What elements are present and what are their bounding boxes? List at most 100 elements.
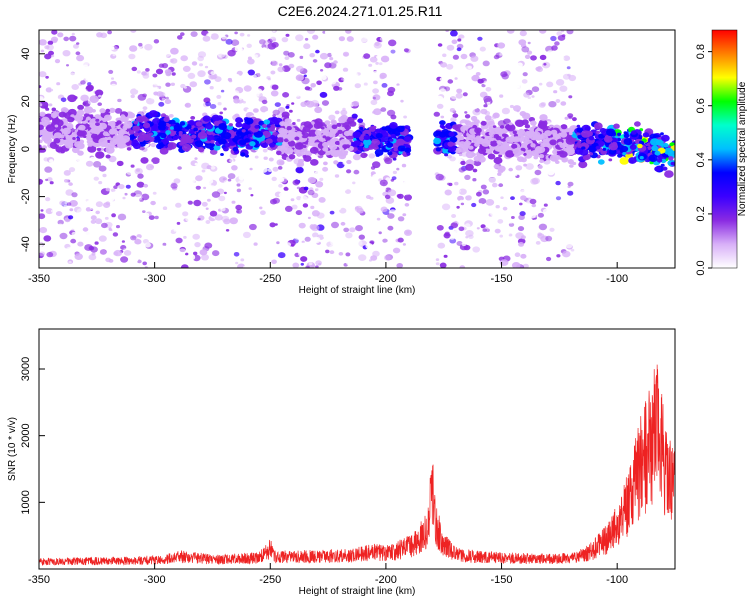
- spectrogram-point: [87, 188, 92, 192]
- spectrogram-point: [465, 230, 474, 237]
- spectrogram-point: [509, 220, 513, 224]
- spectrogram-point: [225, 229, 230, 232]
- spectrogram-point: [463, 244, 471, 251]
- spectrogram-point: [552, 132, 558, 137]
- spectrogram-point: [71, 67, 76, 70]
- spectrogram-point: [379, 74, 385, 80]
- spectrogram-point: [402, 206, 407, 211]
- spectrogram-point: [142, 210, 146, 214]
- spectrogram-point: [555, 237, 564, 244]
- x-tick-label: -350: [28, 574, 50, 586]
- spectrogram-point: [452, 54, 459, 60]
- spectrogram-point: [375, 55, 382, 60]
- spectrogram-point: [628, 157, 637, 164]
- chart-title: C2E6.2024.271.01.25.R11: [278, 3, 443, 19]
- spectrogram-point: [588, 136, 595, 141]
- spectrogram-point: [385, 177, 391, 182]
- spectrogram-point: [404, 147, 412, 153]
- spectrogram-point: [480, 120, 487, 126]
- spectrogram-point: [151, 124, 161, 132]
- spectrogram-point: [304, 86, 311, 91]
- spectrogram-point: [57, 32, 64, 38]
- spectrogram-point: [564, 116, 569, 120]
- spectrogram-point: [290, 174, 295, 178]
- spectrogram-point: [449, 108, 456, 113]
- spectrogram-point: [397, 193, 404, 199]
- spectrogram-point: [541, 262, 546, 265]
- spectrogram-point: [370, 255, 378, 261]
- spectrogram-point: [348, 110, 354, 116]
- spectrogram-point: [194, 157, 198, 160]
- spectrogram-point: [180, 231, 185, 236]
- spectrogram-point: [339, 184, 348, 192]
- spectrogram-point: [194, 140, 204, 148]
- spectrogram-point: [93, 161, 102, 168]
- spectrogram-point: [171, 109, 175, 113]
- spectrogram-point: [174, 232, 182, 239]
- spectrogram-point: [456, 66, 464, 73]
- spectrogram-point: [389, 138, 394, 142]
- spectrogram-point: [331, 221, 339, 229]
- spectrogram-point: [299, 55, 304, 60]
- spectrogram-point: [324, 30, 329, 34]
- spectrogram-point: [45, 75, 49, 79]
- spectrogram-point: [370, 204, 376, 209]
- spectrogram-point: [346, 36, 354, 42]
- x-tick-label: -100: [606, 273, 628, 285]
- spectrogram-point: [198, 263, 204, 268]
- spectrogram-point: [214, 214, 223, 221]
- spectrogram-point: [435, 173, 444, 181]
- spectrogram-point: [372, 88, 379, 94]
- spectrogram-point: [482, 60, 490, 67]
- spectrogram-point: [68, 215, 74, 220]
- spectrogram-point: [187, 200, 193, 205]
- spectrogram-point: [330, 239, 338, 246]
- spectrogram-point: [135, 115, 145, 123]
- spectrogram-point: [51, 107, 57, 112]
- spectrogram-point: [342, 67, 349, 73]
- spectrogram-point: [228, 123, 233, 127]
- spectrogram-point: [446, 182, 451, 186]
- spectrogram-point: [63, 179, 69, 183]
- spectrogram-point: [452, 124, 459, 130]
- spectrogram-point: [163, 254, 167, 258]
- spectrogram-point: [135, 33, 142, 38]
- spectrogram-point: [262, 124, 267, 128]
- spectrogram-point: [131, 66, 138, 72]
- spectrogram-point: [132, 257, 139, 263]
- spectrogram-point: [271, 259, 277, 265]
- spectrogram-point: [133, 120, 139, 125]
- spectrogram-point: [593, 122, 603, 130]
- spectrogram-point: [179, 196, 184, 201]
- spectrogram-point: [264, 194, 271, 201]
- spectrogram-point: [602, 147, 607, 151]
- spectrogram-point: [199, 63, 203, 67]
- spectrogram-point: [360, 35, 368, 43]
- spectrogram-point: [250, 97, 258, 104]
- spectrogram-point: [209, 104, 217, 109]
- spectrogram-point: [576, 124, 581, 128]
- spectrogram-point: [402, 213, 407, 217]
- spectrogram-point: [329, 250, 335, 255]
- spectrogram-point: [76, 130, 85, 137]
- spectrogram-point: [520, 43, 527, 48]
- spectrogram-point: [105, 146, 115, 154]
- spectrogram-point: [340, 221, 346, 226]
- spectrogram-point: [396, 263, 403, 268]
- spectrogram-point: [202, 35, 211, 42]
- spectrogram-point: [468, 145, 474, 150]
- spectrogram-point: [267, 258, 272, 262]
- spectrogram-point: [343, 77, 350, 83]
- spectrogram-point: [246, 108, 252, 113]
- spectrogram-point: [90, 215, 97, 221]
- spectrogram-point: [44, 45, 50, 50]
- spectrogram-point: [460, 37, 469, 45]
- spectrogram-point: [543, 203, 548, 207]
- spectrogram-point: [519, 30, 527, 37]
- spectrogram-point: [338, 36, 345, 42]
- spectrogram-point: [331, 124, 338, 130]
- spectrogram-point: [669, 142, 674, 147]
- spectrogram-point: [511, 262, 521, 268]
- spectrogram-point: [108, 259, 114, 263]
